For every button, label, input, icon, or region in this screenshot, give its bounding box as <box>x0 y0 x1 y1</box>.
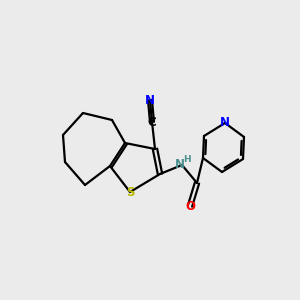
Text: S: S <box>126 185 134 199</box>
Text: O: O <box>185 200 195 212</box>
Text: H: H <box>183 155 191 164</box>
Text: C: C <box>148 116 156 128</box>
Text: N: N <box>175 158 185 170</box>
Text: N: N <box>145 94 155 106</box>
Text: N: N <box>220 116 230 130</box>
